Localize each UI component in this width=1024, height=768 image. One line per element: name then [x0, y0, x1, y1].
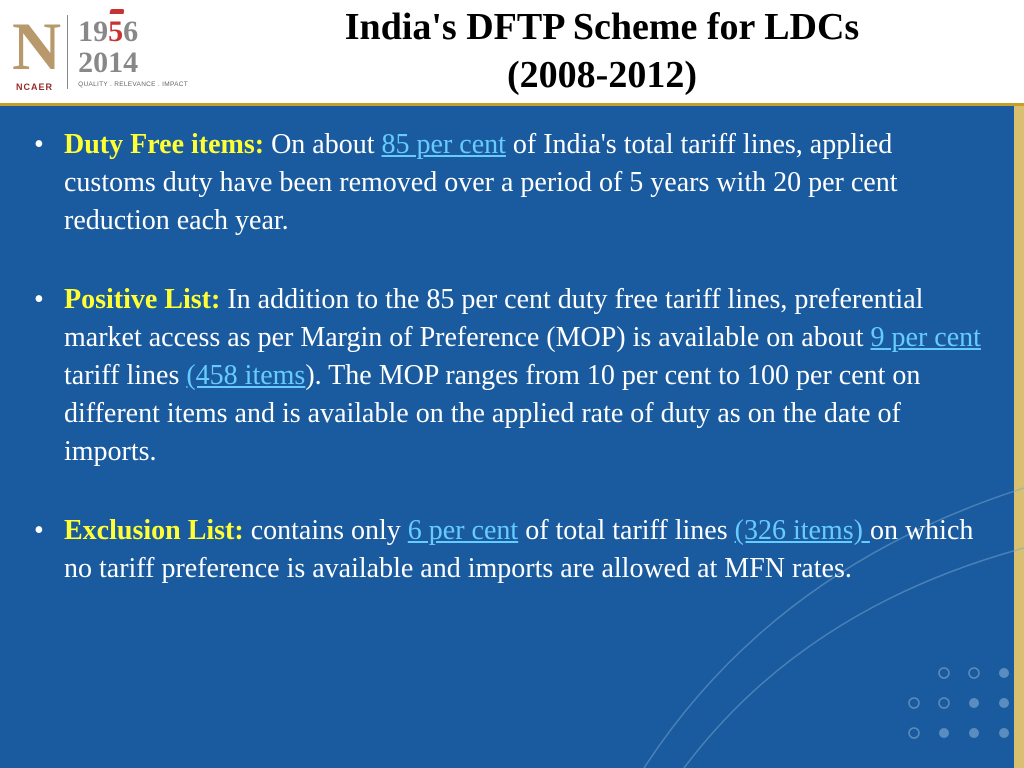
title-container: India's DFTP Scheme for LDCs (2008-2012) — [220, 4, 1024, 99]
logo-label: NCAER — [16, 82, 53, 92]
highlight-text: 9 per cent — [871, 322, 981, 353]
slide-header: N NCAER 1956 2014 QUALITY . RELEVANCE . … — [0, 0, 1024, 106]
bullet-duty-free: Duty Free items: On about 85 per cent of… — [60, 126, 984, 239]
bullet-label: Positive List: — [64, 284, 220, 315]
logo-divider — [67, 15, 68, 89]
slide-body: Duty Free items: On about 85 per cent of… — [0, 106, 1024, 588]
highlight-text: 6 per cent — [408, 515, 518, 546]
bullet-label: Duty Free items: — [64, 129, 264, 160]
highlight-text: 85 per cent — [382, 129, 506, 160]
highlight-text: (458 items — [186, 360, 305, 391]
logo-area: N NCAER 1956 2014 QUALITY . RELEVANCE . … — [0, 12, 220, 92]
logo-tagline: QUALITY . RELEVANCE . IMPACT — [78, 81, 188, 88]
anniversary-years: 1956 2014 QUALITY . RELEVANCE . IMPACT — [78, 16, 188, 88]
bullet-label: Exclusion List: — [64, 515, 244, 546]
year-current: 2014 — [78, 47, 188, 79]
bullet-exclusion-list: Exclusion List: contains only 6 per cent… — [60, 512, 984, 588]
bullet-positive-list: Positive List: In addition to the 85 per… — [60, 281, 984, 470]
year-founded: 1956 — [78, 16, 188, 48]
bullet-list: Duty Free items: On about 85 per cent of… — [60, 126, 984, 588]
highlight-text: (326 items) — [735, 515, 870, 546]
ncaer-logo: N NCAER — [12, 12, 57, 92]
logo-n-letter: N — [12, 12, 57, 80]
slide-title: India's DFTP Scheme for LDCs (2008-2012) — [220, 4, 984, 99]
